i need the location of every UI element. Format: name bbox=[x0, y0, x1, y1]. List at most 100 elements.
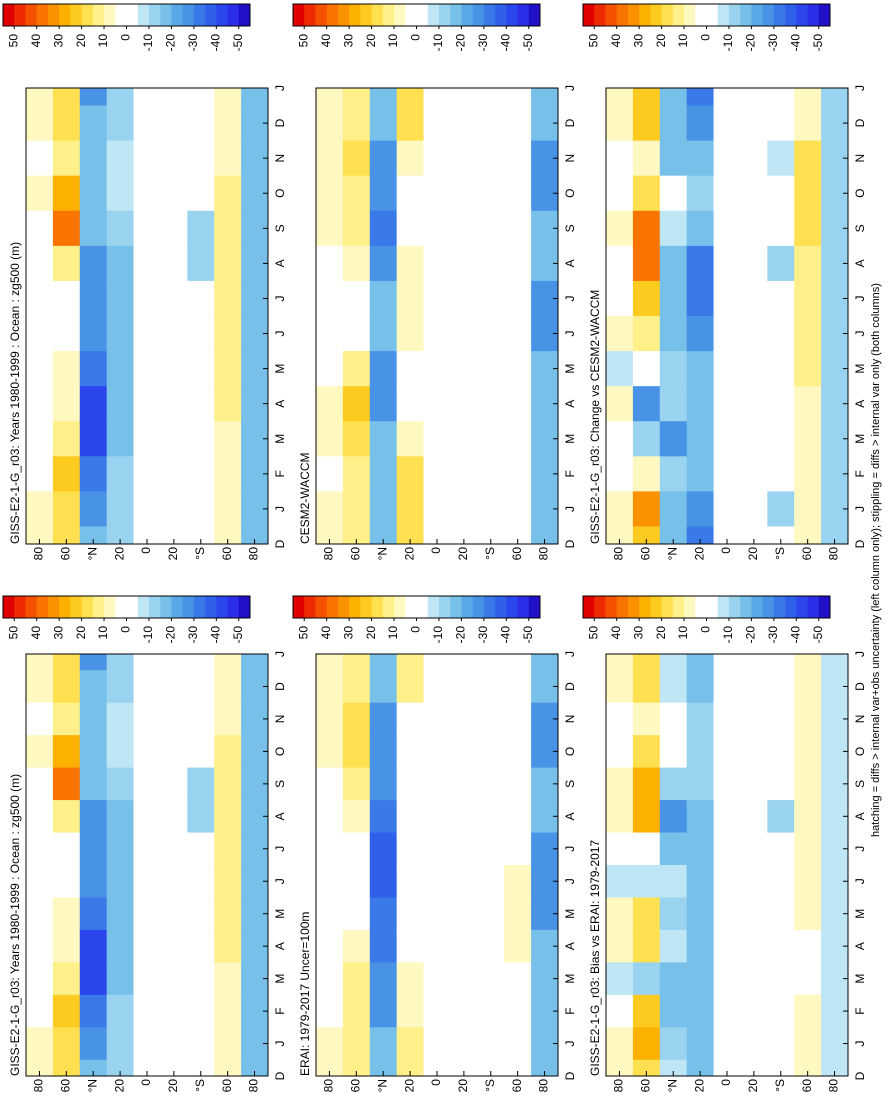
panel-title: GISS-E2-1-G_r03: Years 1980-1999 : Ocean… bbox=[8, 242, 22, 544]
field-cell bbox=[26, 350, 54, 387]
field-cell bbox=[713, 315, 741, 352]
colorbar-box bbox=[315, 596, 327, 618]
field-cell bbox=[369, 87, 398, 106]
field-cell bbox=[133, 385, 161, 422]
colorbar-box bbox=[216, 4, 228, 26]
colorbar-box bbox=[740, 596, 752, 618]
field-cell bbox=[632, 994, 661, 1028]
field-cell bbox=[504, 455, 532, 492]
field-cell bbox=[659, 350, 688, 387]
field-cell bbox=[531, 1026, 559, 1060]
field-cell bbox=[794, 385, 822, 422]
field-cell bbox=[106, 767, 134, 801]
field-cell bbox=[106, 245, 134, 281]
field-cell bbox=[187, 455, 215, 492]
field-cell bbox=[686, 864, 714, 898]
x-tick-label: J bbox=[853, 846, 867, 852]
field-cell bbox=[214, 455, 242, 492]
colorbar-box bbox=[695, 596, 707, 618]
field-cell bbox=[106, 961, 134, 995]
field-cell bbox=[52, 280, 81, 316]
colorbar-label: -40 bbox=[788, 626, 802, 644]
y-tick-label: 20 bbox=[402, 547, 416, 561]
field-cell bbox=[606, 1026, 634, 1060]
field-cell bbox=[477, 315, 505, 352]
field-cell bbox=[106, 420, 134, 457]
colorbar-label: -50 bbox=[521, 34, 535, 52]
field-cell bbox=[531, 140, 559, 176]
field-cell bbox=[659, 315, 688, 352]
field-cell bbox=[52, 526, 81, 544]
colorbar-box bbox=[773, 4, 786, 26]
colorbar-box bbox=[483, 596, 496, 618]
field-cell bbox=[713, 1026, 741, 1060]
field-cell bbox=[450, 1059, 478, 1076]
x-tick-label: N bbox=[853, 715, 867, 724]
field-cell bbox=[713, 175, 741, 211]
y-tick-label: 80 bbox=[32, 1079, 46, 1093]
field-cell bbox=[26, 864, 54, 898]
field-cell bbox=[79, 175, 108, 211]
field-cell bbox=[450, 669, 478, 703]
field-cell bbox=[241, 734, 269, 768]
field-cell bbox=[79, 87, 108, 106]
field-cell bbox=[106, 653, 134, 671]
field-cell bbox=[767, 653, 795, 671]
colorbar-box bbox=[796, 4, 808, 26]
field-cell bbox=[79, 210, 108, 246]
field-cell bbox=[767, 799, 795, 833]
field-cell bbox=[477, 897, 505, 930]
field-cell bbox=[794, 105, 822, 141]
field-cell bbox=[133, 897, 161, 930]
x-tick-label: J bbox=[563, 1041, 577, 1047]
field-cell bbox=[316, 767, 344, 801]
field-cell bbox=[52, 799, 81, 833]
colorbar-box bbox=[785, 4, 797, 26]
field-cell bbox=[504, 734, 532, 768]
field-cell bbox=[504, 490, 532, 527]
field-cell bbox=[450, 245, 478, 281]
field-cell bbox=[396, 385, 424, 422]
field-cell bbox=[396, 864, 424, 898]
field-cell bbox=[504, 350, 532, 387]
field-cell bbox=[187, 420, 215, 457]
field-cell bbox=[794, 245, 822, 281]
field-cell bbox=[794, 1026, 822, 1060]
field-cell bbox=[477, 140, 505, 176]
field-cell bbox=[342, 1026, 371, 1060]
x-tick-label: A bbox=[563, 259, 577, 267]
field-cell bbox=[133, 734, 161, 768]
colorbar-box bbox=[717, 4, 730, 26]
field-cell bbox=[316, 420, 344, 457]
field-cell bbox=[794, 140, 822, 176]
field-cell bbox=[767, 526, 795, 544]
field-cell bbox=[52, 994, 81, 1028]
field-cell bbox=[821, 653, 849, 671]
field-cell bbox=[214, 669, 242, 703]
colorbar-box bbox=[661, 4, 674, 26]
field-cell bbox=[531, 210, 559, 246]
field-cell bbox=[316, 799, 344, 833]
field-cell bbox=[241, 961, 269, 995]
field-cell bbox=[821, 526, 849, 544]
colorbar-box bbox=[728, 596, 741, 618]
field-cell bbox=[396, 140, 424, 176]
field-cell bbox=[26, 897, 54, 930]
x-tick-label: F bbox=[853, 1007, 867, 1014]
x-tick-label: J bbox=[853, 1041, 867, 1047]
field-cell bbox=[133, 929, 161, 963]
colorbar-label: 0 bbox=[119, 626, 133, 633]
field-cell bbox=[423, 315, 451, 352]
field-cell bbox=[396, 350, 424, 387]
field-cell bbox=[659, 490, 688, 527]
field-cell bbox=[241, 653, 269, 671]
colorbar-box bbox=[506, 4, 518, 26]
field-cell bbox=[713, 210, 741, 246]
y-tick-label: °N bbox=[375, 1079, 389, 1092]
colorbar-label: -50 bbox=[231, 626, 245, 644]
field-cell bbox=[504, 961, 532, 995]
field-cell bbox=[214, 961, 242, 995]
y-tick-label: 60 bbox=[59, 1079, 73, 1093]
field-cell bbox=[316, 385, 344, 422]
